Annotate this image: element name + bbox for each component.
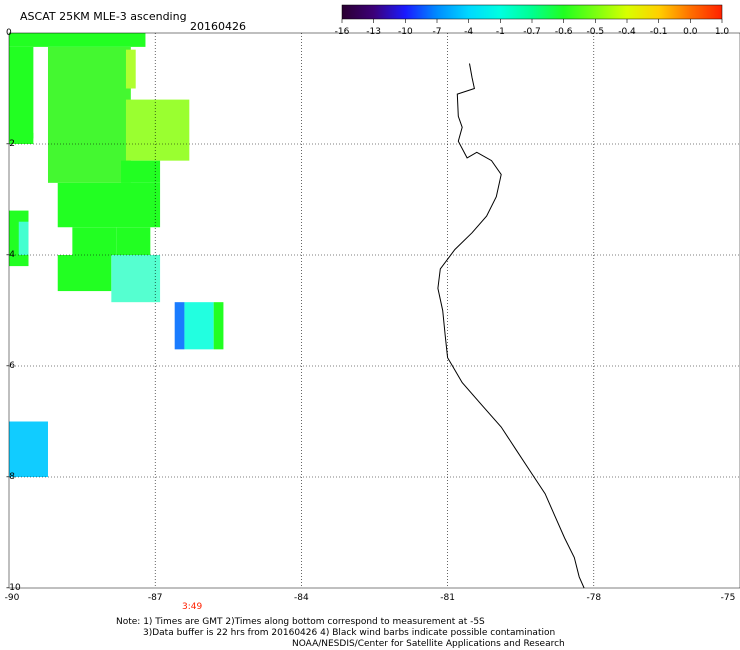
latitude-label: -8 [6, 472, 15, 482]
colorbar [341, 4, 723, 23]
colorbar-label: -1 [495, 27, 505, 37]
colorbar-label: -4 [464, 27, 474, 37]
latitude-label: -6 [6, 361, 15, 371]
latitude-label: -4 [6, 250, 15, 260]
coastline [437, 63, 585, 589]
swath-cell [116, 227, 151, 255]
latitude-label: -2 [6, 139, 15, 149]
colorbar-label: -16 [334, 27, 350, 37]
swath-cell [72, 227, 117, 255]
swath-cell [121, 160, 161, 183]
swath-cell [47, 46, 131, 183]
time-label: 3:49 [182, 602, 203, 612]
colorbar-label: -0.6 [554, 27, 573, 37]
longitude-label: -81 [440, 593, 455, 603]
note-line-1: Note: 1) Times are GMT 2)Times along bot… [116, 617, 485, 627]
grid-lines [9, 33, 740, 588]
longitude-label: -87 [147, 593, 163, 603]
swath-cell [111, 255, 161, 303]
colorbar-label: -10 [397, 27, 413, 37]
colorbar-label: -0.1 [649, 27, 668, 37]
swath-cell [184, 302, 214, 350]
note-line-2: 3)Data buffer is 22 hrs from 20160426 4)… [143, 628, 556, 638]
longitude-label: -78 [586, 593, 602, 603]
colorbar-label: 1.0 [714, 27, 730, 37]
swath-cell [125, 99, 190, 161]
swath-cell [9, 132, 34, 144]
plot-frame [8, 32, 740, 589]
swath-cell [125, 49, 136, 89]
swath-cell [174, 302, 185, 350]
swath-cell [9, 46, 34, 139]
swath-cell [57, 182, 161, 228]
colorbar-label: -7 [432, 27, 442, 37]
note-line-3: NOAA/NESDIS/Center for Satellite Applica… [292, 639, 565, 649]
colorbar-label: -0.4 [618, 27, 636, 37]
swath-cell [18, 221, 29, 255]
longitude-label: -75 [720, 593, 736, 603]
swath-cell [213, 302, 224, 350]
swath-cell [9, 421, 48, 477]
colorbar-label: -0.7 [523, 27, 541, 37]
map-title: ASCAT 25KM MLE-3 ascending [20, 10, 187, 23]
swath-cells [9, 33, 224, 477]
swath-cell [9, 33, 146, 47]
map-date: 20160426 [190, 20, 246, 33]
latitude-label: 0 [6, 28, 12, 38]
colorbar-label: -0.5 [586, 27, 605, 37]
swath-cell [57, 255, 112, 292]
colorbar-label: 0.0 [683, 27, 698, 37]
colorbar-label: -13 [366, 27, 382, 37]
colorbar-gradient [341, 4, 723, 20]
latitude-label: -10 [6, 583, 21, 593]
longitude-label: -84 [294, 593, 309, 603]
longitude-label: -90 [4, 593, 20, 603]
